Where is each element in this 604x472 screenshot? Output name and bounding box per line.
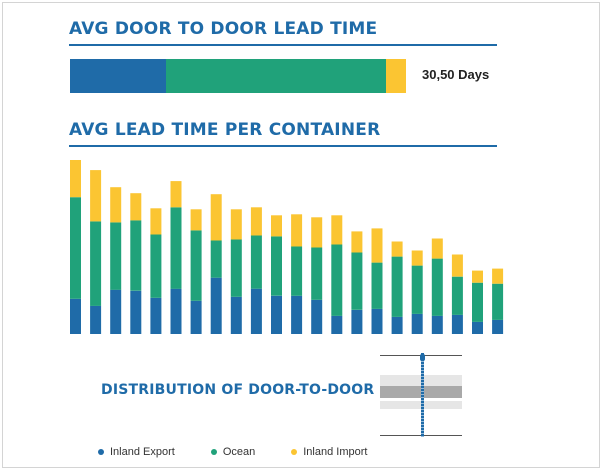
bar-ocean-10 [250,235,262,289]
bar-ocean-16 [371,262,383,309]
bar-ocean-20 [451,276,463,315]
bar-ocean-7 [190,230,202,301]
bar-inland-export-1 [70,298,81,334]
bar-inland-import-3 [110,187,122,223]
bar-inland-export-9 [230,296,242,334]
bar-inland-export-21 [472,321,483,334]
bar-inland-export-6 [170,288,182,334]
legend-label: Ocean [222,446,256,458]
bar-inland-export-2 [90,305,102,334]
bar-inland-import-17 [391,241,403,257]
bar-inland-import-1 [70,160,81,198]
bar-ocean-8 [210,240,222,278]
bar-ocean-6 [170,207,182,289]
bar-ocean-12 [291,246,303,296]
bar-inland-import-12 [291,214,303,247]
bar-inland-import-13 [311,217,323,248]
bar-inland-import-8 [210,194,222,241]
bar-ocean-19 [431,258,443,316]
bar-inland-export-7 [190,300,202,334]
bar-ocean-2 [90,221,102,306]
bar-ocean-13 [311,247,323,300]
per-container-title: AVG LEAD TIME PER CONTAINER [69,120,381,140]
door-to-door-stacked-bar [70,59,406,93]
bar-inland-import-15 [351,231,363,253]
distribution-box-plot [380,353,462,437]
bar-inland-export-17 [391,316,403,334]
legend-item-inland-import: Inland Import [291,446,367,458]
bar-inland-export-11 [271,295,282,334]
bar-inland-import-4 [130,193,142,221]
bar-ocean-5 [150,234,162,298]
per-container-title-rule [69,145,497,147]
bar-inland-import-2 [90,170,102,222]
bar-ocean-14 [331,244,343,316]
bar-inland-export-20 [451,314,463,334]
bar-inland-import-19 [431,238,443,259]
legend-dot [210,449,217,455]
bar-inland-export-14 [331,315,343,334]
infographic-frame [2,2,600,468]
legend-label: Inland Export [110,446,175,458]
per-container-stacked-bar-chart [70,160,504,334]
bar-inland-export-19 [431,315,443,334]
distribution-title: DISTRIBUTION OF DOOR-TO-DOOR LT [101,382,396,398]
bar-inland-export-16 [371,308,383,334]
bar-inland-export-15 [351,309,363,334]
bar-ocean-9 [230,239,242,297]
bar-ocean-11 [271,236,282,296]
bar-inland-import-18 [411,250,423,266]
bar-inland-export-13 [311,299,323,334]
bar-ocean-1 [70,197,81,299]
bar-inland-import-16 [371,228,383,263]
bar-inland-import-6 [170,181,182,208]
door-bar-segment-inland-import [385,59,406,93]
bar-inland-export-10 [250,288,262,334]
bar-ocean-18 [411,265,423,314]
door-to-door-title-rule [69,44,497,46]
legend-item-inland-export: Inland Export [98,446,175,458]
bar-inland-import-10 [250,207,262,236]
bar-ocean-4 [130,220,142,291]
legend: Inland Export Ocean Inland Import [98,446,367,458]
bar-inland-export-3 [110,289,122,334]
legend-item-ocean: Ocean [210,446,256,458]
bar-ocean-3 [110,222,122,290]
legend-dot [98,449,104,455]
bar-inland-import-14 [331,215,343,245]
bar-inland-export-18 [411,313,423,334]
legend-dot [291,449,298,455]
door-bar-segment-ocean [165,59,386,93]
bar-ocean-22 [492,283,504,320]
bar-inland-export-5 [150,297,162,334]
box-plot-whisker [421,353,424,437]
legend-label: Inland Import [303,446,368,458]
door-to-door-value-label: 30,50 Days [422,67,490,82]
bar-inland-export-8 [210,277,222,334]
door-bar-segment-inland-export [70,59,166,93]
bar-ocean-21 [472,282,483,322]
bar-inland-import-9 [230,209,242,240]
bar-ocean-15 [351,252,363,310]
bar-inland-import-20 [451,254,463,277]
bar-inland-import-22 [492,268,504,284]
bar-inland-import-21 [472,270,483,283]
door-to-door-title: AVG DOOR TO DOOR LEAD TIME [69,19,378,39]
bar-inland-export-4 [130,290,142,334]
bar-inland-import-5 [150,208,162,235]
bar-ocean-17 [391,256,403,317]
bar-inland-import-7 [190,209,202,231]
box-plot-median-marker [420,354,425,361]
bar-inland-import-11 [271,215,282,237]
bar-inland-export-22 [492,319,504,334]
bar-inland-export-12 [291,295,303,334]
